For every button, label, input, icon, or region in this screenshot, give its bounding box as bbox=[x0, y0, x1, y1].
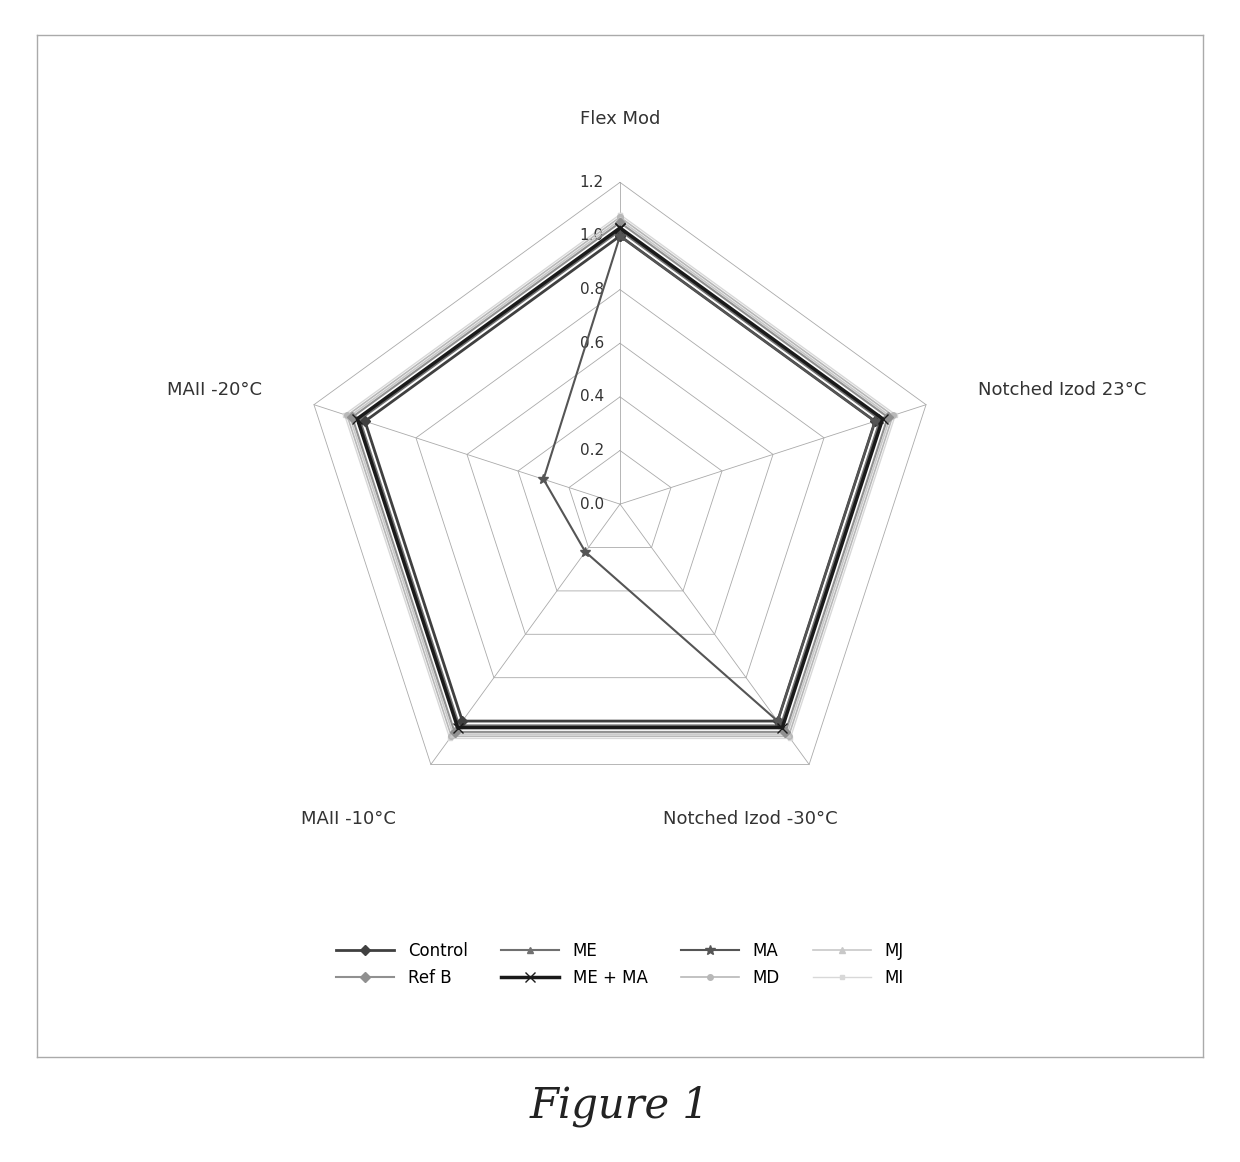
Text: 0.4: 0.4 bbox=[580, 389, 604, 404]
Text: 0.8: 0.8 bbox=[580, 282, 604, 297]
Text: Flex Mod: Flex Mod bbox=[580, 109, 660, 128]
Text: Notched Izod -30°C: Notched Izod -30°C bbox=[663, 810, 837, 829]
Text: 0.6: 0.6 bbox=[579, 336, 604, 351]
Legend: Control, Ref B, ME, ME + MA, MA, MD, MJ, MI: Control, Ref B, ME, ME + MA, MA, MD, MJ,… bbox=[336, 942, 904, 987]
Text: 1.0: 1.0 bbox=[580, 229, 604, 244]
Text: 0.2: 0.2 bbox=[580, 443, 604, 458]
Text: MAII -20°C: MAII -20°C bbox=[166, 381, 262, 399]
Text: Notched Izod 23°C: Notched Izod 23°C bbox=[978, 381, 1147, 399]
Text: MAII -10°C: MAII -10°C bbox=[301, 810, 396, 829]
Text: Figure 1: Figure 1 bbox=[529, 1085, 711, 1127]
Text: 1.2: 1.2 bbox=[580, 174, 604, 189]
Text: 0.0: 0.0 bbox=[580, 496, 604, 511]
